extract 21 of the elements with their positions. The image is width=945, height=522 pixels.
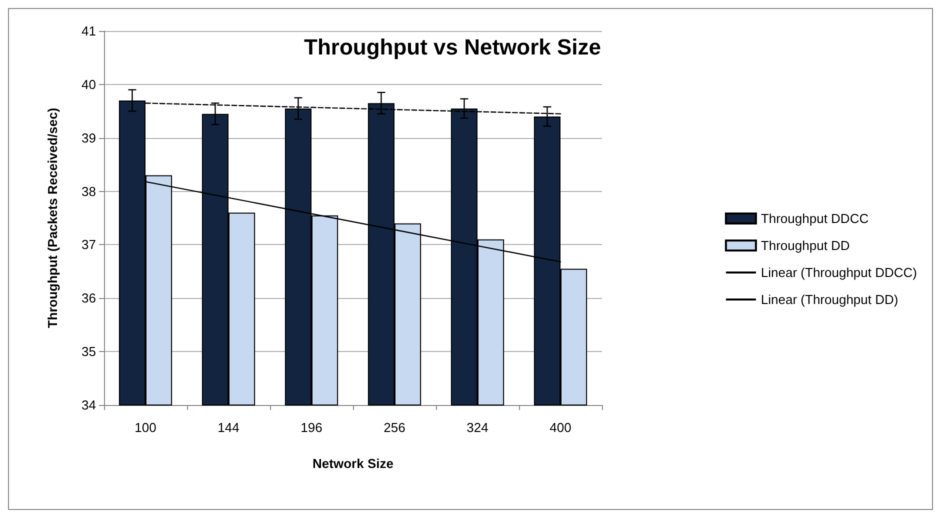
legend-label: Linear (Throughput DD) [760, 292, 898, 307]
y-tick-label: 41 [82, 24, 96, 38]
y-tick-label: 36 [82, 290, 96, 306]
x-tick-label: 256 [384, 420, 406, 435]
y-tick-label: 35 [82, 344, 96, 360]
y-tick-label: 38 [82, 184, 96, 199]
y-tick-label: 34 [82, 398, 96, 412]
y-tick-label: 40 [82, 76, 96, 92]
y-tick-label: 39 [82, 130, 96, 146]
legend-label: Linear (Throughput DDCC) [760, 265, 918, 280]
legend-label: Throughput DDCC [760, 211, 869, 226]
x-tick-label: 144 [218, 420, 240, 435]
x-tick-label: 400 [550, 420, 572, 435]
x-axis-title: Network Size [312, 456, 394, 471]
x-tick-label: 196 [300, 420, 322, 435]
x-tick-label: 100 [134, 420, 156, 435]
y-tick-label: 37 [82, 237, 96, 252]
y-axis-title: Throughput (Packets Received/sec) [45, 108, 60, 328]
legend-label: Throughput DD [760, 238, 850, 253]
chart-title: Throughput vs Network Size [304, 34, 602, 60]
x-tick-label: 324 [466, 420, 488, 435]
